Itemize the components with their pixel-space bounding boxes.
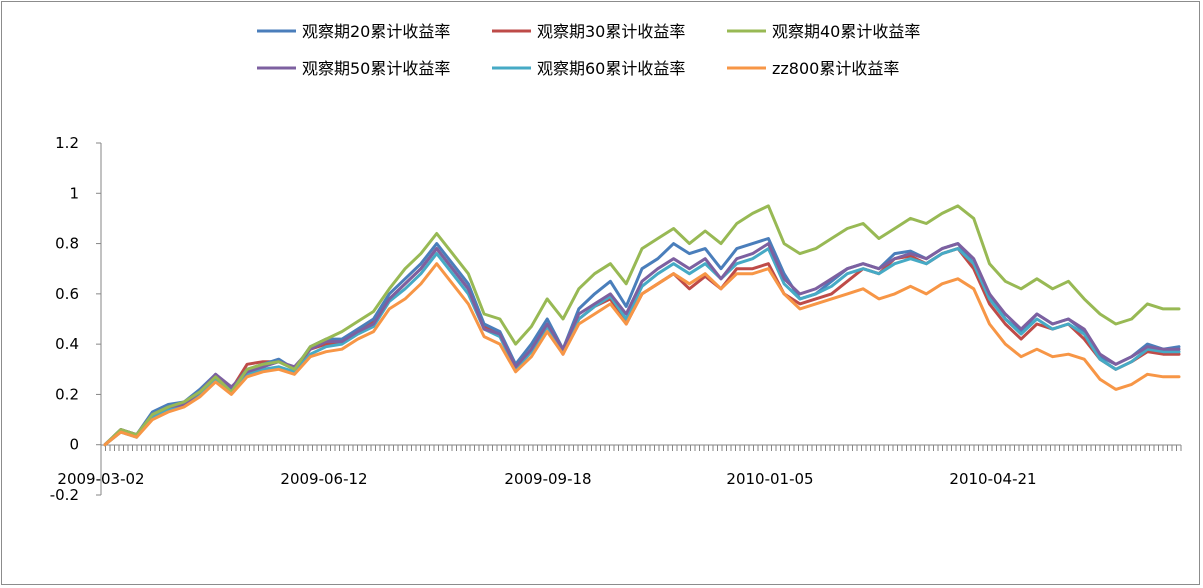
y-tick-label: 0 (69, 436, 79, 454)
y-tick-label: 0.6 (55, 285, 79, 303)
series-line-3 (103, 204, 1181, 447)
y-tick-label: -0.2 (50, 486, 79, 504)
y-tick-label: 1 (69, 184, 79, 202)
x-tick-label: 2009-09-18 (504, 470, 591, 488)
y-tick-label: 0.2 (55, 385, 79, 403)
x-tick-label: 2010-01-05 (726, 470, 813, 488)
series-line-4 (103, 242, 1181, 447)
x-axis: 2009-03-02 2009-06-12 2009-09-18 2010-01-05… (57, 444, 1182, 488)
y-axis: -0.2 0 0.2 0.4 0.6 0.8 1 1.2 (50, 134, 102, 504)
x-tick-label: 2010-04-21 (949, 470, 1036, 488)
series-line-6 (103, 262, 1181, 447)
legend-label: 观察期40累计收益率 (772, 22, 920, 41)
legend-label: zz800累计收益率 (772, 59, 899, 78)
y-tick-label: 0.8 (55, 235, 79, 253)
y-tick-label: 1.2 (55, 134, 79, 152)
legend: 观察期20累计收益率 观察期30累计收益率 观察期40累计收益率观察期50累计收益率… (257, 22, 920, 78)
legend-label: 观察期20累计收益率 (302, 22, 450, 41)
x-tick-label: 2009-03-02 (57, 470, 144, 488)
series-group (103, 204, 1181, 447)
series-line-2 (103, 247, 1181, 447)
legend-label: 观察期50累计收益率 (302, 59, 450, 78)
x-tick-label: 2009-06-12 (280, 470, 367, 488)
legend-label: 观察期30累计收益率 (537, 22, 685, 41)
y-tick-label: 0.4 (55, 335, 79, 353)
series-line-1 (103, 237, 1181, 447)
series-line-5 (103, 247, 1181, 447)
legend-label: 观察期60累计收益率 (537, 59, 685, 78)
